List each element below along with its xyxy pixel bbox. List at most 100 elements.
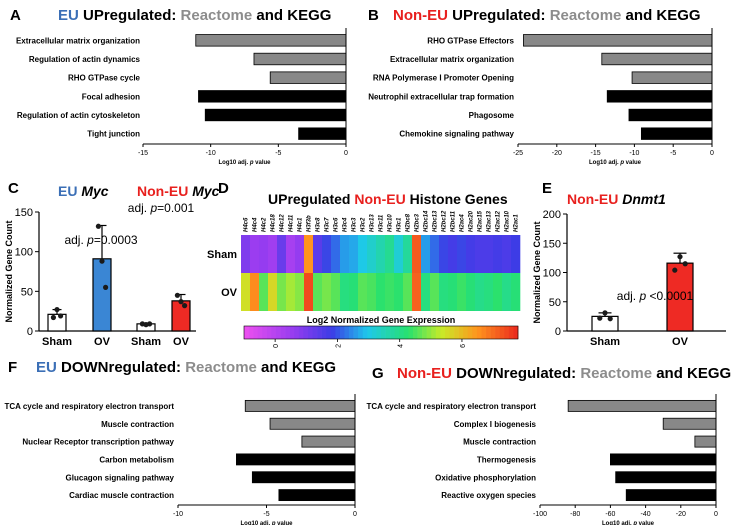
panel-a-title-eu: EU (58, 7, 79, 24)
panel-a-title: EU UPregulated: Reactome and KEGG (58, 7, 331, 24)
colorbar-segment-31 (385, 326, 391, 339)
gene-label-1: H4c4 (253, 217, 259, 232)
data-point-c-3-2 (182, 303, 188, 309)
heatmap-cell-1-10 (331, 273, 341, 311)
y-tick-label-c-3: 150 (15, 207, 33, 219)
heatmap-cell-1-22 (439, 273, 449, 311)
heatmap-cell-0-25 (466, 235, 476, 273)
annotation-e-0-pre: adj. (617, 289, 640, 303)
x-tick-label-b-3: -10 (629, 150, 639, 157)
colorbar-segment-8 (280, 326, 286, 339)
x-tick-label-g-0: -100 (533, 511, 547, 518)
colorbar-segment-32 (390, 326, 395, 339)
heatmap-cell-0-14 (367, 235, 377, 273)
x-axis-label-f-p: p (271, 521, 276, 525)
heatmap-cell-1-23 (448, 273, 458, 311)
category-label-c-2: Sham (131, 336, 161, 348)
bar-f-5 (278, 489, 356, 502)
x-axis-label-a: Log10 adj. p value (218, 160, 271, 166)
annotation-c-0-p: p (86, 233, 94, 247)
bar-c-0 (47, 313, 67, 332)
gene-label-17: H3c1 (397, 217, 403, 232)
y-tick-label-c-2: 100 (15, 247, 33, 259)
bar-f-0 (244, 399, 356, 412)
panel-f-title-kegg: and KEGG (257, 359, 336, 376)
colorbar-label: Log2 Normalized Gene Expression (307, 315, 456, 325)
gene-label-14: H3c13 (370, 214, 376, 232)
y-tick-label-e-3: 150 (543, 238, 561, 250)
x-tick-label-f-1: -5 (263, 511, 269, 518)
data-point-e-1-1 (677, 254, 683, 260)
bar-g-4 (615, 471, 717, 484)
gene-label-19: H2bc3 (415, 213, 421, 232)
category-label-c-3: OV (173, 336, 190, 348)
colorbar-segment-55 (495, 326, 501, 339)
gene-label-7: H3f3b (307, 215, 313, 232)
heatmap-cell-0-12 (349, 235, 359, 273)
panel-c-title-noneu: Non-EU Myc (137, 183, 220, 199)
category-label-a-4: Regulation of actin cytoskeleton (17, 111, 140, 120)
gene-label-22: H2bc12 (442, 210, 448, 232)
annotation-e-0-post: <0.0001 (646, 289, 693, 303)
heatmap-cell-1-19 (412, 273, 422, 311)
row-label-1: OV (221, 287, 238, 299)
heatmap-cell-0-28 (493, 235, 503, 273)
bar-c-3 (171, 300, 191, 332)
bar-b-2 (631, 71, 713, 84)
colorbar-segment-36 (408, 326, 414, 339)
data-point-c-1-1 (99, 258, 105, 264)
colorbar-segment-43 (440, 326, 446, 339)
gene-label-3: H4c18 (271, 214, 277, 232)
colorbar-segment-7 (275, 326, 281, 339)
panel-b-letter: B (368, 7, 379, 24)
category-label-a-2: RHO GTPase cycle (68, 74, 141, 83)
heatmap-cell-1-8 (313, 273, 323, 311)
heatmap-cell-1-21 (430, 273, 440, 311)
y-tick-label-c-1: 50 (21, 286, 33, 298)
data-point-c-1-2 (103, 284, 109, 290)
annotation-c-1-post: =0.001 (157, 201, 194, 215)
bar-b-3 (606, 90, 713, 103)
category-label-e-0: Sham (590, 336, 620, 348)
heatmap-cell-1-0 (241, 273, 251, 311)
colorbar-segment-53 (486, 326, 491, 339)
hbar-chart-f: TCA cycle and respiratory electron trans… (4, 394, 357, 525)
data-point-c-0-2 (58, 313, 64, 319)
x-axis-label-g-post: value (637, 521, 655, 525)
hbar-chart-a: Extracellular matrix organization Regulat… (16, 28, 348, 166)
panel-f-letter: F (8, 359, 17, 376)
row-label-0: Sham (207, 249, 237, 261)
colorbar-segment-35 (403, 326, 409, 339)
heatmap-cell-0-23 (448, 235, 458, 273)
heatmap-cell-1-18 (403, 273, 413, 311)
x-tick-label-f-2: 0 (353, 511, 357, 518)
hbar-chart-b: RHO GTPase Effectors Extracellular matrix… (368, 28, 714, 166)
category-label-b-3: Neutrophil extracellular trap formation (368, 92, 514, 101)
heatmap-cell-0-24 (457, 235, 467, 273)
x-tick-label-b-2: -15 (591, 150, 601, 157)
gene-label-23: H2bc11 (451, 210, 457, 232)
y-tick-label-e-2: 100 (543, 268, 561, 280)
panel-d-title-genes: Histone Genes (406, 191, 508, 207)
bar-e-1 (666, 262, 694, 332)
colorbar-segment-14 (307, 326, 313, 339)
colorbar-segment-1 (248, 326, 254, 339)
colorbar-segment-52 (481, 326, 487, 339)
colorbar-frame (243, 325, 519, 340)
heatmap-cell-0-4 (277, 235, 287, 273)
colorbar-segment-11 (294, 326, 300, 339)
heatmap-cell-0-9 (322, 235, 332, 273)
panel-g-title-noneu: Non-EU (397, 365, 452, 382)
panel-g-letter: G (372, 365, 384, 382)
category-label-c-1: OV (94, 336, 111, 348)
y-tick-label-e-1: 50 (549, 297, 561, 309)
panel-d-title-direction: UPregulated (268, 191, 354, 207)
colorbar-segment-22 (344, 326, 350, 339)
heatmap-cell-1-11 (340, 273, 350, 311)
heatmap-cell-1-24 (457, 273, 467, 311)
gene-label-29: H2ac10 (505, 210, 511, 232)
annotation-c-1-p: p (149, 201, 157, 215)
category-label-g-1: Complex I biogenesis (454, 420, 537, 429)
colorbar-segment-16 (317, 326, 322, 339)
